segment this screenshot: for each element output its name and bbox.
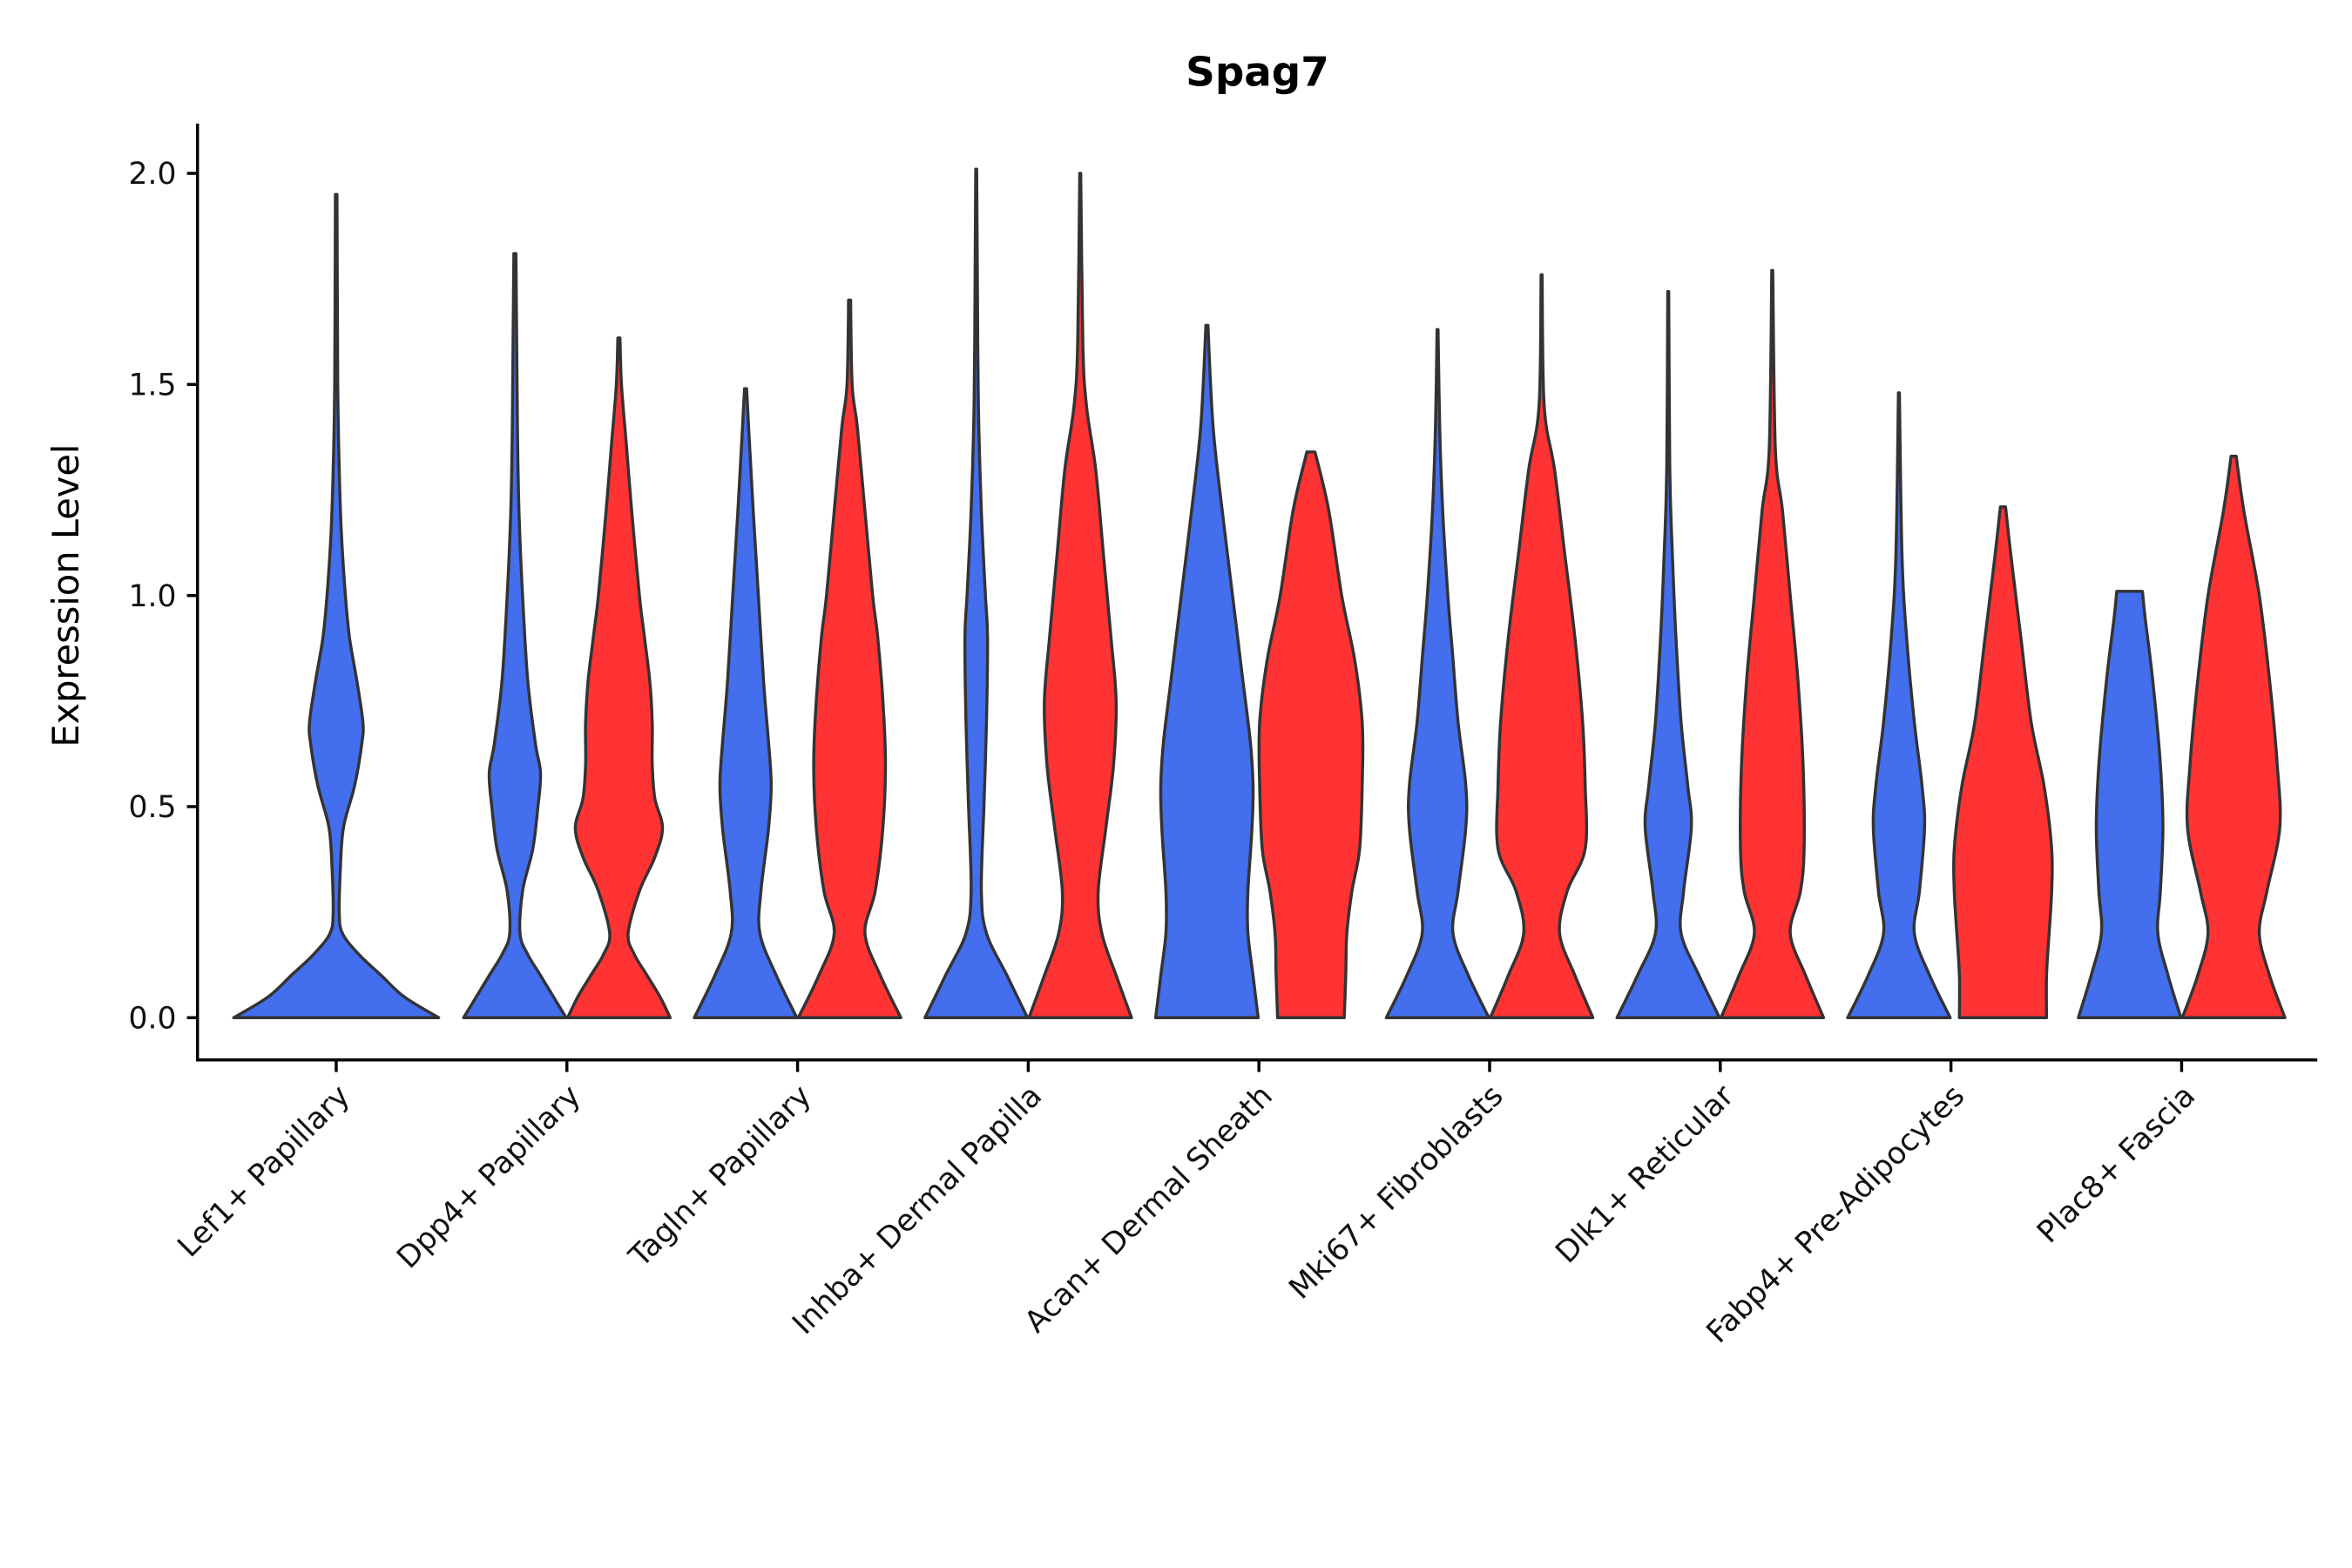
violin-red-5 xyxy=(1489,273,1595,1019)
y-tick-label: 0.5 xyxy=(128,790,176,825)
violin-red-2 xyxy=(796,298,902,1019)
violins-layer xyxy=(232,167,2287,1019)
violin-red-1 xyxy=(565,336,672,1019)
violin-blue-7 xyxy=(1846,391,1952,1019)
x-tick-label: Dpp4+ Papillary xyxy=(390,1078,587,1275)
x-tick-label: Acan+ Dermal Sheath xyxy=(1018,1078,1280,1340)
violin-blue-1 xyxy=(462,252,568,1019)
x-tick-label: Mki67+ Fibroblasts xyxy=(1282,1078,1510,1306)
violin-blue-6 xyxy=(1615,290,1721,1019)
y-axis-title: Expression Level xyxy=(44,444,87,747)
x-tick-label: Fabp4+ Pre-Adipocytes xyxy=(1700,1078,1972,1350)
violin-blue-3 xyxy=(923,167,1030,1019)
y-tick-label: 2.0 xyxy=(128,157,176,192)
x-tick-label: Lef1+ Papillary xyxy=(171,1078,356,1264)
violin-red-8 xyxy=(2180,455,2287,1019)
chart-title: Spag7 xyxy=(1186,50,1329,97)
y-ticks: 0.0 0.5 1.0 1.5 2.0 xyxy=(128,157,198,1036)
violin-red-4 xyxy=(1257,450,1365,1019)
y-tick-label: 1.5 xyxy=(128,368,176,402)
violin-blue-0 xyxy=(232,193,441,1019)
violin-blue-5 xyxy=(1384,328,1490,1019)
x-tick-label: Dlk1+ Reticular xyxy=(1549,1078,1741,1271)
violin-blue-4 xyxy=(1153,323,1260,1019)
x-tick-label: Plac8+ Fascia xyxy=(2031,1078,2202,1250)
violin-red-3 xyxy=(1027,172,1133,1019)
x-ticks: Lef1+ Papillary Dpp4+ Papillary Tagln+ Pap… xyxy=(171,1059,2202,1350)
violin-red-6 xyxy=(1719,268,1826,1019)
violin-blue-2 xyxy=(693,387,799,1019)
y-tick-label: 0.0 xyxy=(128,1001,176,1036)
y-tick-label: 1.0 xyxy=(128,579,176,614)
violin-blue-8 xyxy=(2077,590,2183,1019)
violin-red-7 xyxy=(1951,505,2054,1019)
x-tick-label: Inhba+ Dermal Papilla xyxy=(786,1078,1049,1342)
x-tick-label: Tagln+ Papillary xyxy=(622,1078,818,1274)
